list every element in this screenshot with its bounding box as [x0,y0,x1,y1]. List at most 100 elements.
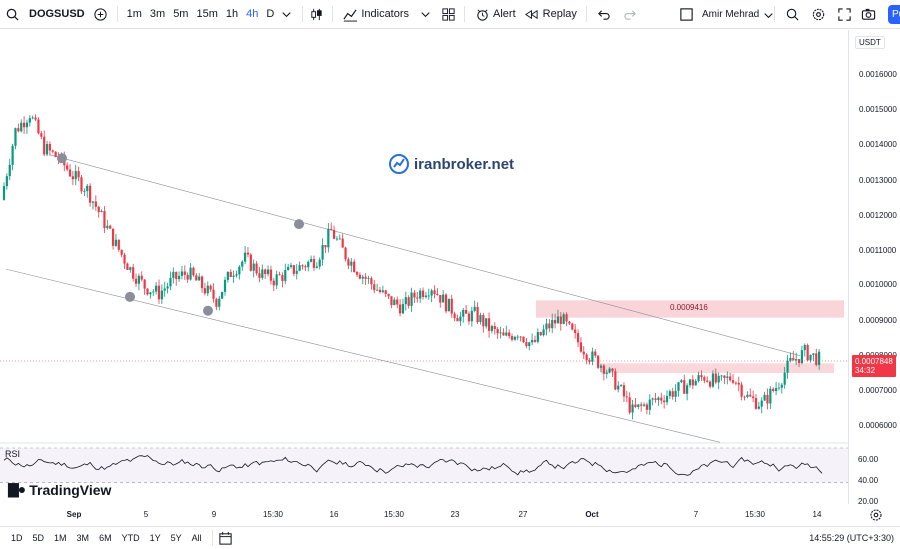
candle-body [189,267,192,280]
candle-body [419,290,422,299]
replay-button[interactable]: Replay [520,3,581,25]
candle-body [310,259,313,262]
alert-button[interactable]: Alert [470,3,520,25]
candle-body [803,345,806,351]
redo-icon[interactable] [623,6,639,22]
timeframe-5m[interactable]: 5m [173,8,189,20]
candle-body [553,319,557,324]
candle-body [198,276,201,281]
price-tick: 0.0007000 [859,386,897,395]
candle-body [347,259,350,266]
candle-body [177,275,181,280]
candle-body [398,304,402,314]
candle-body [71,176,74,180]
pivot-marker[interactable] [294,219,304,230]
chevron-down-icon[interactable] [278,6,294,22]
range-5y[interactable]: 5Y [170,533,182,543]
candle-body [350,261,353,266]
range-3m[interactable]: 3M [76,533,90,543]
range-1d[interactable]: 1D [11,533,23,543]
timeframe-1h[interactable]: 1h [225,8,239,20]
time-tick: 15:30 [383,510,405,519]
candle-body [226,271,229,280]
timeframe-3m[interactable]: 3m [149,8,166,20]
tradingview-logo[interactable]: ▇● TradingView [8,481,111,498]
search-icon[interactable] [4,6,20,22]
compare-add-icon[interactable] [93,6,109,22]
user-name[interactable]: Amir Mehrad [702,9,760,20]
channel-lower-line[interactable] [5,268,721,443]
layout-checkbox-icon[interactable] [678,6,694,22]
support-zone[interactable] [600,363,834,374]
candle-body [571,323,574,330]
replay-icon [524,6,540,22]
bottom-toolbar: 1D 5D 1M 3M 6M YTD 1Y 5Y All 14:55:29 (U… [0,526,900,549]
range-all[interactable]: All [191,533,202,543]
fullscreen-icon[interactable] [836,6,852,22]
range-ytd[interactable]: YTD [121,533,140,543]
pivot-marker[interactable] [125,291,135,302]
candle-body [591,351,594,362]
candle-body [192,267,195,276]
candle-body [421,290,425,297]
candle-body [114,239,118,246]
candle-body [410,292,413,306]
candle-body [496,328,499,334]
channel-upper-line[interactable] [49,154,801,357]
candle-body [510,336,514,340]
symbol-name[interactable]: DOGSUSD [29,8,85,20]
chart-settings-icon[interactable] [869,508,883,522]
quick-search-icon[interactable] [784,6,800,22]
candles-icon[interactable] [308,6,324,22]
candle-body [444,294,448,312]
range-5d[interactable]: 5D [32,533,45,543]
candle-body [304,266,307,268]
candle-body [183,271,186,275]
range-1m[interactable]: 1M [54,533,67,543]
candle-body [608,368,611,373]
resistance-zone[interactable] [536,300,844,318]
undo-icon[interactable] [596,6,612,22]
rsi-legend[interactable]: RSI [5,449,21,459]
indicators-button[interactable]: Indicators [338,3,413,25]
time-tick: 27 [518,510,528,519]
candle-body [599,365,603,368]
pivot-marker[interactable] [203,305,213,316]
timeframe-d[interactable]: D [266,8,275,20]
candle-body [195,275,198,281]
candle-body [654,398,657,400]
date-range-icon[interactable] [218,530,234,546]
timeframe-15m[interactable]: 15m [196,8,218,20]
time-axis[interactable]: Sep 5 9 15:30 16 15:30 23 27 Oct 7 15:30… [0,506,848,522]
currency-unit[interactable]: USDT [855,36,885,49]
range-1y[interactable]: 1Y [149,533,161,543]
candle-body [31,117,34,119]
candle-body [218,298,221,307]
settings-gear-icon[interactable] [810,6,826,22]
camera-icon[interactable] [860,6,876,22]
chevron-down-icon[interactable] [760,7,776,23]
pivot-marker[interactable] [57,153,67,164]
candle-body [568,321,571,324]
candle-body [381,290,384,293]
candle-body [522,336,525,343]
candle-body [688,379,692,386]
candle-body [533,340,537,342]
price-axis[interactable]: USDT 0.0016000 0.0015000 0.0014000 0.001… [848,30,900,504]
layout-grid-icon[interactable] [440,6,456,22]
timeframe-4h[interactable]: 4h [246,8,259,20]
candle-body [760,400,763,407]
candle-body [315,266,318,268]
candle-body [519,336,522,338]
candle-body [378,289,382,293]
clock-timezone[interactable]: 14:55:29 (UTC+3:30) [809,533,894,543]
candle-body [123,254,126,264]
candle-body [361,276,364,279]
price-chart[interactable] [0,30,848,504]
candle-body [559,316,562,324]
publish-button[interactable]: Pu [888,5,900,24]
timeframe-1m[interactable]: 1m [126,8,142,20]
chevron-down-icon[interactable] [417,6,433,22]
price-tick: 0.0006000 [859,421,897,430]
range-6m[interactable]: 6M [99,533,112,543]
